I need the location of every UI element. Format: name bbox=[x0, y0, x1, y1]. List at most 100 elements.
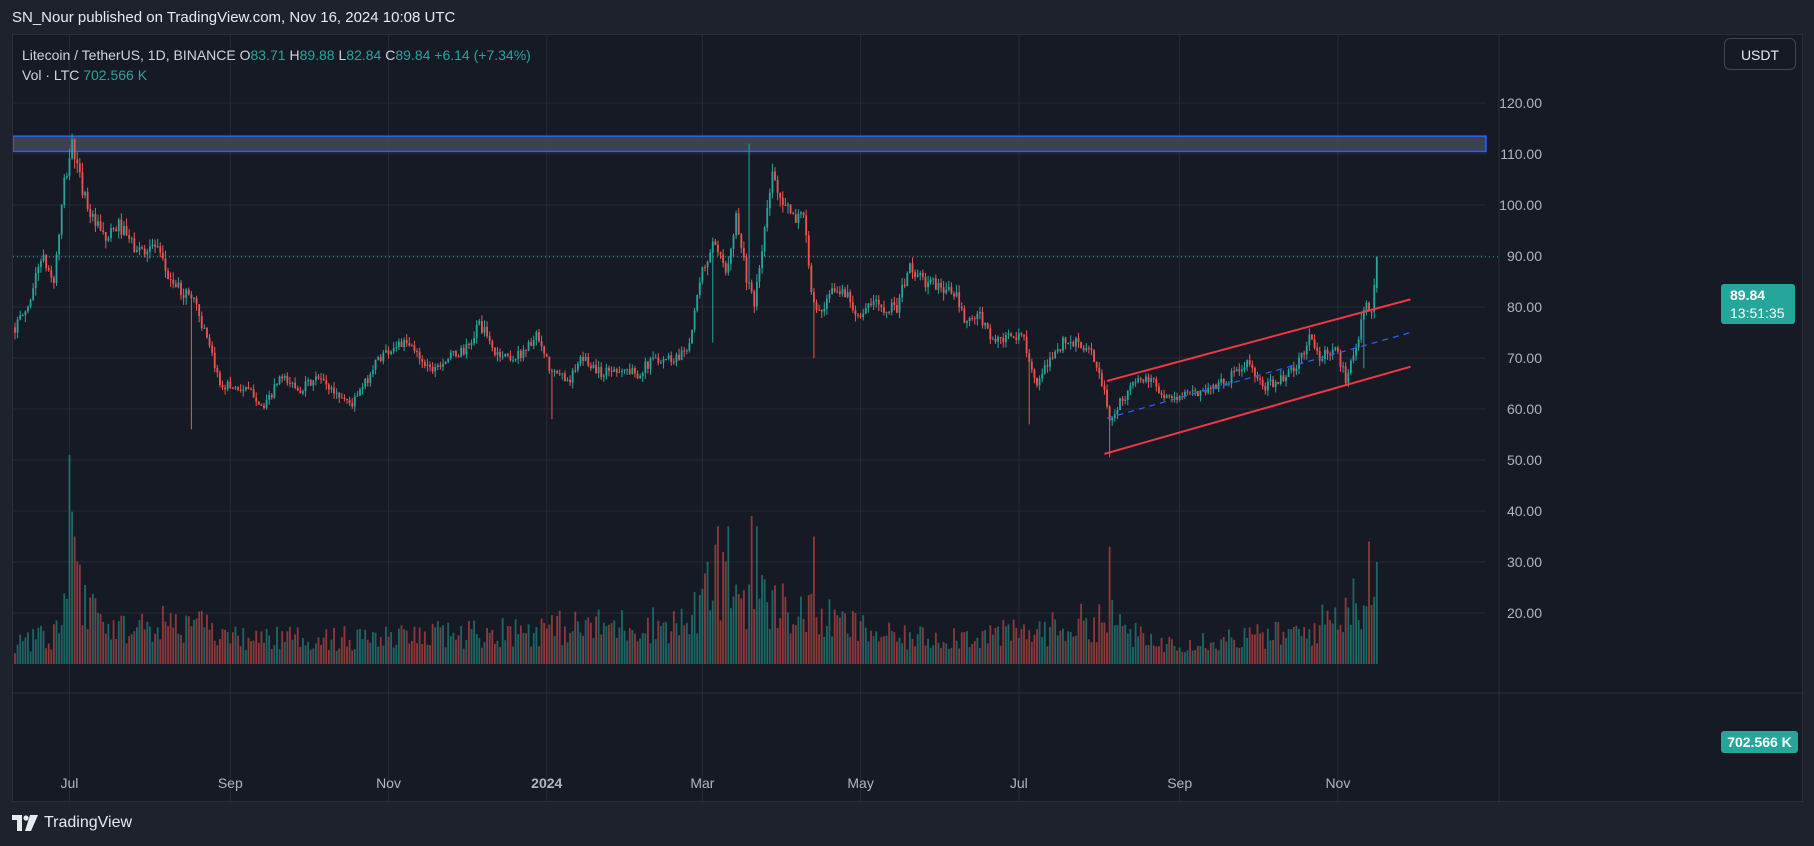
volume-bar bbox=[776, 627, 779, 664]
candle-body bbox=[187, 289, 190, 295]
candle-body bbox=[953, 293, 955, 297]
candle-body bbox=[123, 226, 125, 235]
candle-body bbox=[538, 332, 540, 342]
volume-bar bbox=[45, 648, 48, 664]
volume-bar bbox=[774, 585, 776, 664]
volume-bar bbox=[392, 647, 395, 664]
volume-bar bbox=[208, 629, 211, 664]
channel-lower-line[interactable] bbox=[1104, 365, 1411, 455]
volume-bar bbox=[40, 625, 42, 664]
volume-bar bbox=[595, 616, 597, 664]
volume-bar bbox=[644, 633, 647, 664]
volume-bar bbox=[252, 640, 255, 664]
chart-canvas[interactable]: 120.00 110.00 100.00 90.00 80.00 70.00 60.00 50… bbox=[13, 35, 1804, 803]
candle-body bbox=[32, 288, 35, 300]
legend-symbol[interactable]: Litecoin / TetherUS, 1D, BINANCE bbox=[22, 47, 236, 63]
candle-body bbox=[1209, 387, 1212, 390]
volume-bar bbox=[1241, 647, 1243, 664]
candle-body bbox=[522, 349, 525, 358]
candle-body bbox=[488, 336, 491, 342]
legend-volume-label[interactable]: Vol · LTC bbox=[22, 67, 80, 83]
tradingview-brand[interactable]: TradingView bbox=[12, 814, 132, 832]
candle-body bbox=[351, 402, 354, 407]
volume-bar bbox=[1269, 640, 1272, 664]
candle-body bbox=[1308, 334, 1311, 346]
volume-bar bbox=[1100, 622, 1103, 664]
candle-body bbox=[457, 356, 460, 358]
volume-bar bbox=[680, 608, 683, 664]
volume-bar bbox=[535, 626, 538, 664]
candle-body bbox=[997, 336, 1000, 342]
candle-body bbox=[875, 299, 878, 302]
candle-body bbox=[434, 366, 437, 372]
volume-bar bbox=[29, 651, 32, 664]
candle-body bbox=[924, 276, 927, 288]
candle-body bbox=[1025, 336, 1028, 354]
candle-body bbox=[1331, 349, 1334, 355]
candle-body bbox=[1085, 347, 1088, 351]
candle-body bbox=[864, 307, 867, 314]
x-axis-tick-label: Sep bbox=[218, 775, 243, 791]
candle-body bbox=[491, 341, 494, 348]
volume-bar bbox=[867, 641, 870, 664]
volume-bar bbox=[1176, 650, 1178, 664]
volume-bar bbox=[1142, 633, 1145, 664]
candle-body bbox=[932, 278, 935, 280]
volume-bar bbox=[488, 632, 491, 664]
candle-body bbox=[947, 287, 950, 290]
volume-bar bbox=[141, 613, 144, 664]
legend-high-label: H bbox=[289, 47, 300, 63]
x-axis-tick-label: 2024 bbox=[531, 775, 562, 791]
channel-upper-line[interactable] bbox=[1106, 298, 1411, 382]
volume-bar bbox=[820, 608, 823, 664]
volume-bar bbox=[711, 600, 714, 664]
volume-bar bbox=[742, 590, 745, 664]
volume-bar bbox=[885, 635, 888, 664]
volume-bar bbox=[916, 634, 919, 664]
volume-bar bbox=[1298, 629, 1300, 664]
volume-bar bbox=[525, 633, 527, 664]
currency-button[interactable]: USDT bbox=[1724, 38, 1796, 70]
candle-body bbox=[1098, 367, 1101, 374]
candle-body bbox=[667, 355, 670, 359]
volume-bar bbox=[862, 615, 865, 664]
channel-mid-line[interactable] bbox=[1106, 331, 1411, 419]
candle-body bbox=[317, 376, 320, 379]
volume-bar bbox=[1316, 643, 1319, 664]
volume-bar bbox=[1020, 628, 1023, 664]
candle-body bbox=[973, 318, 976, 320]
candle-body bbox=[1220, 379, 1223, 383]
candle-body bbox=[1010, 333, 1012, 337]
candle-body bbox=[730, 248, 732, 264]
candle-body bbox=[167, 270, 169, 280]
volume-bar bbox=[483, 642, 486, 664]
candle-body bbox=[164, 258, 167, 271]
volume-bar bbox=[226, 632, 229, 664]
volume-bar bbox=[509, 626, 512, 664]
candle-body bbox=[914, 272, 916, 277]
candle-body bbox=[1238, 369, 1241, 372]
candle-body bbox=[426, 364, 429, 366]
volume-bar bbox=[1334, 607, 1337, 664]
volume-bar bbox=[1025, 639, 1028, 664]
volume-bar bbox=[953, 628, 955, 664]
candle-body bbox=[761, 251, 763, 269]
volume-bar bbox=[291, 639, 294, 664]
volume-bar bbox=[180, 635, 182, 664]
volume-bar bbox=[115, 639, 118, 664]
candle-body bbox=[16, 319, 19, 333]
volume-bar bbox=[1321, 604, 1324, 664]
candle-body bbox=[374, 359, 377, 370]
candle-body bbox=[654, 357, 657, 359]
volume-bar bbox=[1196, 645, 1199, 664]
chart-pane[interactable]: 120.00 110.00 100.00 90.00 80.00 70.00 60.00 50… bbox=[12, 34, 1804, 803]
volume-bar bbox=[154, 633, 156, 664]
volume-bar bbox=[519, 625, 522, 664]
candle-body bbox=[940, 283, 942, 288]
volume-bar bbox=[1007, 624, 1010, 664]
volume-bar bbox=[1352, 578, 1355, 664]
volume-bar bbox=[156, 627, 159, 664]
candle-body bbox=[504, 353, 507, 357]
candle-body bbox=[1311, 334, 1313, 340]
volume-bar bbox=[706, 561, 709, 664]
